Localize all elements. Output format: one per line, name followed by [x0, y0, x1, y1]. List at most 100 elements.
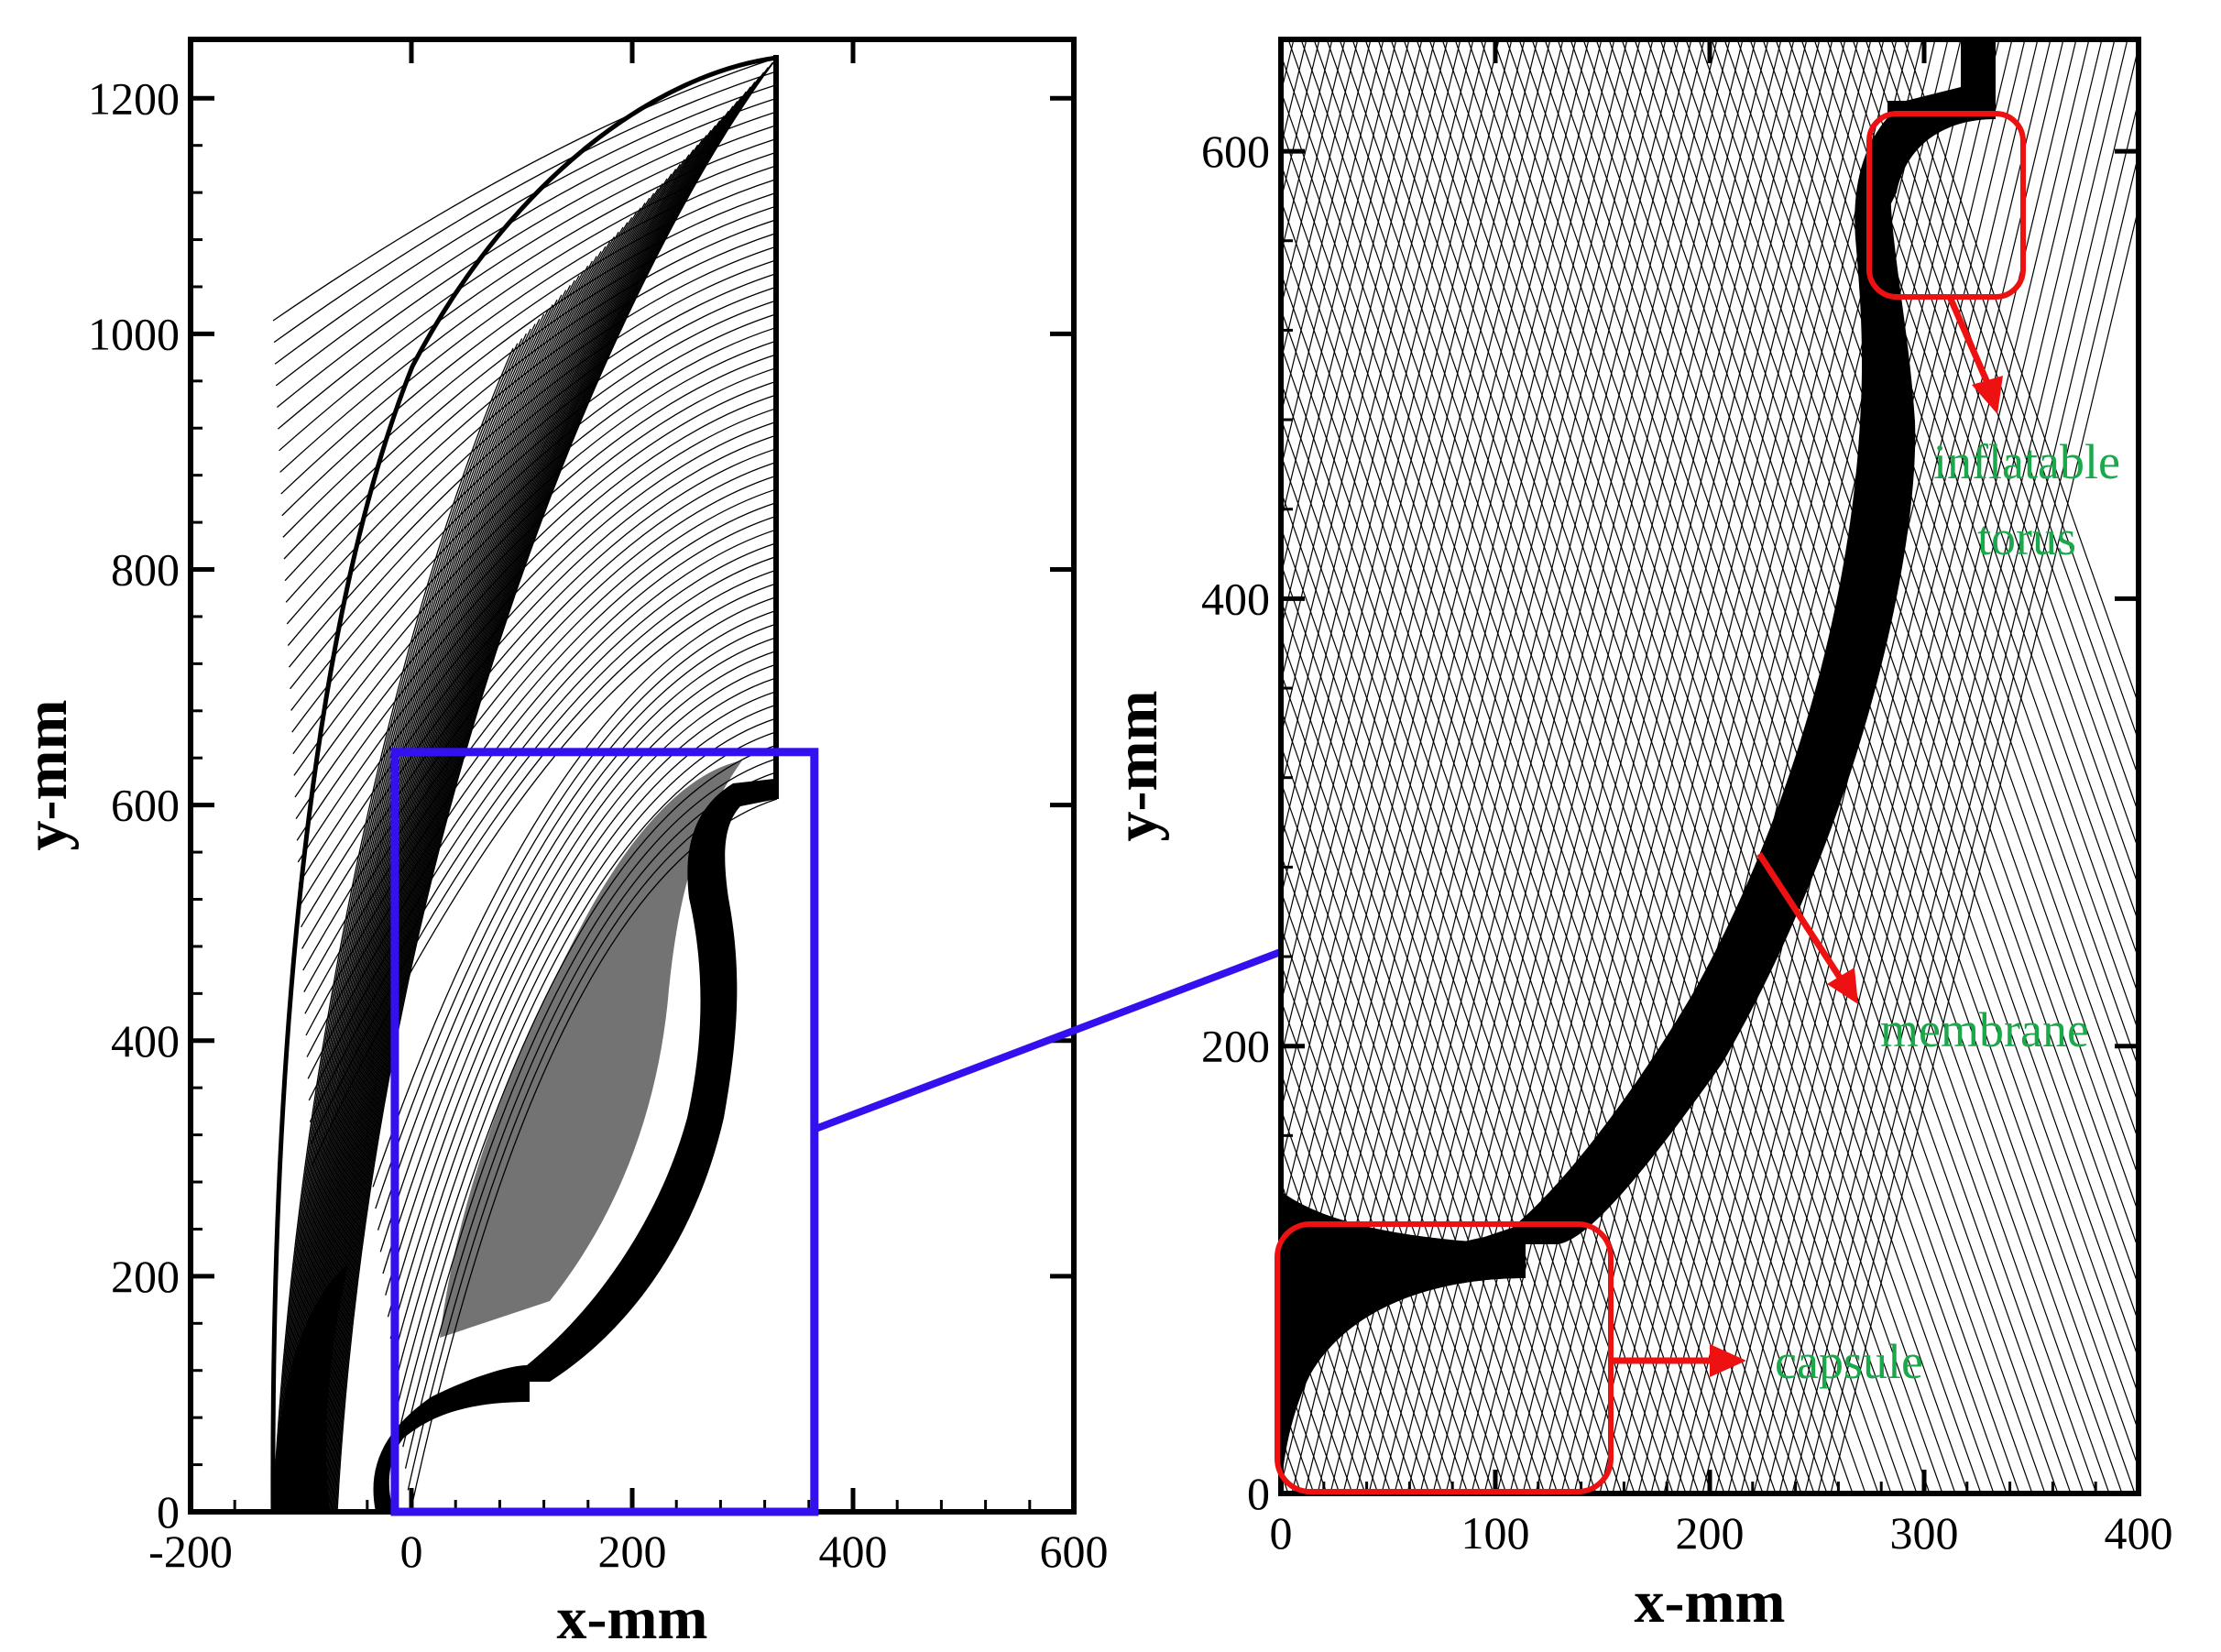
y-tick-label: 1000 [88, 308, 180, 359]
right-mesh-line [1813, 39, 2139, 961]
left-mesh-line [325, 105, 734, 1512]
y-tick-label: 400 [1201, 573, 1270, 624]
right-mesh-region [1281, 39, 1996, 1493]
right-y-axis-title: y-mm [1103, 691, 1170, 842]
x-tick-label: 0 [400, 1526, 423, 1577]
right-mesh-line [1548, 39, 1898, 1493]
left-mesh-line [385, 663, 778, 1296]
right-mesh-line [1281, 39, 1372, 417]
left-mesh-line [311, 173, 673, 1512]
membrane-label: membrane [1880, 1002, 2089, 1057]
left-mesh-line [290, 300, 778, 711]
left-mesh-line [292, 256, 597, 1512]
right-mesh-line [1736, 39, 2139, 1179]
left-mesh-line [309, 555, 778, 1122]
right-mesh-line [1531, 39, 2046, 1493]
right-torus-block [1887, 101, 1996, 211]
right-mesh-line [762, 39, 1275, 1493]
right-mesh-line [1493, 39, 2008, 1493]
y-tick-label: 600 [111, 780, 180, 831]
left-mesh-line [284, 218, 778, 582]
torus-callout-box [1866, 111, 2026, 300]
left-mesh-line [300, 222, 629, 1512]
capsule-callout-arrowhead [1710, 1344, 1746, 1377]
right-mesh-line [1287, 39, 1802, 1493]
x-tick-label: 400 [2105, 1507, 2173, 1559]
right-mesh-line [1698, 39, 2139, 1288]
left-mesh-line [283, 205, 778, 560]
left-mesh-line [303, 475, 778, 993]
left-mesh-line [329, 91, 747, 1512]
left-mesh-line [292, 326, 778, 755]
right-capsule-block [1281, 1191, 1526, 1493]
right-mesh-line [1471, 39, 1821, 1493]
left-mesh-line [304, 488, 778, 1014]
right-mesh-line [1826, 39, 2139, 924]
right-mesh-line [1778, 39, 2128, 1493]
left-mesh-line [272, 57, 778, 322]
x-tick-label: 400 [819, 1526, 888, 1577]
right-mesh-line [804, 39, 1153, 1493]
right-mesh-line [1377, 39, 1892, 1493]
right-mesh-line [1281, 1471, 1289, 1493]
right-mesh-line [1281, 39, 1500, 953]
right-mesh-line [1454, 39, 1969, 1493]
y-tick-label: 1200 [88, 72, 180, 124]
right-mesh-line [1281, 162, 1751, 1493]
x-tick-label: -200 [148, 1526, 233, 1577]
left-mesh-line [287, 259, 778, 646]
right-mesh-line [1281, 39, 1449, 738]
right-mesh-lines [728, 39, 2139, 1493]
right-mesh-line [1762, 39, 2139, 1106]
right-mesh-line [1595, 39, 2110, 1493]
right-mesh-line [1505, 39, 2020, 1493]
right-mesh-line [1804, 98, 2139, 1493]
right-mesh-line [1689, 39, 2039, 1493]
left-mesh-line [274, 338, 523, 1512]
right-mesh-line [1522, 39, 1872, 1493]
left-mesh-line [307, 529, 778, 1079]
left-y-axis-title: y-mm [13, 700, 80, 851]
left-mesh-line [301, 447, 778, 949]
left-mesh-line [375, 609, 778, 1209]
right-mesh-line [1281, 39, 1384, 471]
x-tick-label: 100 [1461, 1507, 1530, 1559]
right-mesh-line [1647, 39, 2139, 1433]
left-mesh-line [377, 623, 778, 1231]
right-y-axis: 0 200 400 600 [1201, 126, 2139, 1519]
left-mesh-line [310, 178, 668, 1512]
right-mesh-line [1483, 39, 1833, 1493]
right-mesh-line [1281, 39, 1487, 900]
left-mesh-line [279, 319, 541, 1512]
right-mesh-line [1416, 39, 1931, 1493]
right-mesh-line [1467, 39, 1982, 1493]
left-mesh-line [291, 312, 778, 733]
left-mesh-line [382, 650, 778, 1275]
right-mesh-line [1281, 235, 1725, 1493]
left-mesh-line [323, 120, 721, 1512]
right-mesh-line [1766, 39, 2116, 1493]
right-mesh-line [1281, 39, 1551, 1167]
left-mesh-line [279, 137, 778, 452]
right-mesh-line [1714, 39, 2064, 1493]
left-mesh-line [273, 343, 519, 1512]
right-mesh-line [753, 39, 1101, 1493]
left-mesh-line [299, 226, 624, 1512]
torus-callout-arrowhead [1972, 376, 2003, 414]
left-mesh-line [291, 260, 593, 1512]
left-mesh-line [284, 294, 563, 1512]
right-mesh-line [1659, 39, 2139, 1397]
left-mesh-line [307, 188, 659, 1512]
left-mesh-line [288, 272, 778, 668]
left-mesh-line [286, 246, 778, 625]
left-mesh-line [280, 309, 549, 1512]
left-mesh-line [285, 290, 567, 1512]
left-mesh-line [300, 434, 778, 928]
left-mesh-line [305, 197, 651, 1512]
right-mesh-line [728, 39, 1076, 1493]
left-mesh-line [309, 183, 663, 1512]
right-plot: 0 100 200 300 400 0 200 400 600 x-mm y-mm [728, 37, 2173, 1636]
right-mesh-line [1281, 39, 1513, 1007]
left-mesh-line [287, 279, 575, 1512]
right-mesh-line [1877, 39, 2139, 779]
